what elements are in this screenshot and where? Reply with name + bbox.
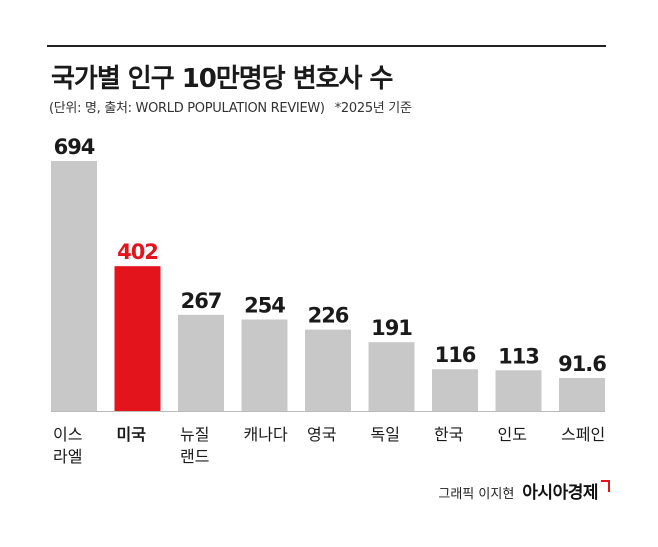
bar: [241, 319, 288, 411]
data-label: 91.6: [558, 352, 606, 376]
bar: [51, 161, 97, 411]
data-label: 226: [308, 304, 349, 328]
chart-title: 국가별 인구 10만명당 변호사 수: [51, 64, 393, 94]
category-label: 뉴질: [180, 425, 209, 444]
data-label: 191: [371, 316, 412, 340]
category-label: 영국: [307, 425, 336, 444]
data-label: 267: [181, 289, 222, 313]
category-label: 라엘: [53, 447, 82, 466]
publisher-logo: 아시아경제: [522, 483, 598, 503]
category-label: 스페인: [561, 425, 605, 444]
bar: [305, 329, 351, 411]
category-label: 캐나다: [244, 425, 288, 444]
bar: [559, 378, 605, 411]
category-label: 미국: [117, 425, 147, 444]
data-label: 113: [498, 344, 539, 368]
date-note: *2025년 기준: [334, 101, 412, 116]
category-label: 랜드: [180, 447, 209, 466]
data-label: 694: [54, 135, 95, 159]
category-label: 이스: [53, 425, 82, 444]
data-label: 254: [244, 294, 285, 318]
bar: [495, 370, 542, 411]
bar: [432, 369, 478, 411]
unit-source-note: (단위: 명, 출처: WORLD POPULATION REVIEW): [49, 101, 325, 116]
category-label: 한국: [434, 425, 463, 444]
logo-mark-icon: [601, 480, 610, 492]
bar: [368, 342, 415, 411]
data-label: 116: [435, 343, 476, 367]
credit-line: 그래픽 이지현 아시아경제: [438, 478, 610, 503]
bar: [114, 266, 161, 411]
top-rule: [47, 45, 606, 47]
bar: [178, 314, 224, 411]
chart-subtitle: (단위: 명, 출처: WORLD POPULATION REVIEW) *202…: [49, 97, 412, 116]
category-label: 독일: [371, 425, 400, 444]
data-label: 402: [117, 240, 158, 264]
graphic-credit: 그래픽 이지현: [438, 487, 515, 502]
category-label: 인도: [498, 425, 527, 444]
